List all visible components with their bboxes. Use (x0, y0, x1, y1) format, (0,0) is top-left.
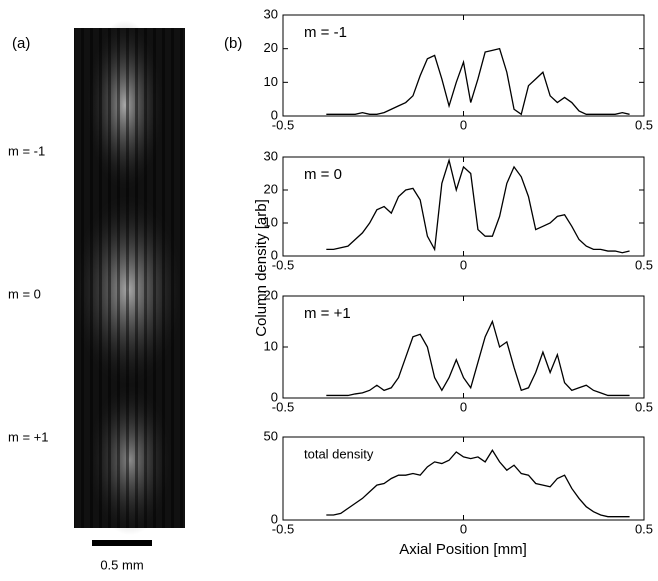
panel-annotation: m = 0 (304, 166, 342, 183)
data-line (326, 47, 630, 116)
data-line (326, 319, 630, 397)
x-tick-label: 0 (460, 399, 467, 414)
x-tick-label: -0.5 (272, 399, 294, 414)
y-tick-label: 30 (264, 148, 278, 163)
state-label: m = -1 (8, 143, 45, 158)
y-tick-label: 0 (271, 107, 278, 122)
state-label: m = 0 (8, 286, 41, 301)
y-tick-label: 0 (271, 247, 278, 262)
y-tick-label: 10 (264, 214, 278, 229)
panel-label: (a) (12, 35, 30, 52)
y-tick-label: 50 (264, 428, 278, 443)
x-axis-label: Axial Position [mm] (399, 541, 527, 558)
fringes (74, 28, 185, 528)
x-tick-label: 0 (460, 257, 467, 272)
y-tick-label: 30 (264, 6, 278, 21)
y-tick-label: 20 (264, 181, 278, 196)
y-tick-label: 20 (264, 40, 278, 55)
x-tick-label: -0.5 (272, 117, 294, 132)
y-tick-label: 0 (271, 511, 278, 526)
y-axis-label: Column density [arb] (253, 199, 270, 337)
scale-bar-label: 0.5 mm (100, 557, 143, 572)
panel-annotation: total density (304, 446, 374, 461)
x-tick-label: 0.5 (635, 117, 653, 132)
y-tick-label: 0 (271, 389, 278, 404)
y-tick-label: 10 (264, 338, 278, 353)
scale-bar (92, 540, 152, 546)
y-tick-label: 20 (264, 287, 278, 302)
data-line (326, 157, 630, 254)
x-tick-label: 0.5 (635, 399, 653, 414)
panel-annotation: m = -1 (304, 24, 347, 41)
state-label: m = +1 (8, 429, 48, 444)
x-tick-label: -0.5 (272, 521, 294, 536)
x-tick-label: -0.5 (272, 257, 294, 272)
y-tick-label: 10 (264, 74, 278, 89)
x-tick-label: 0 (460, 521, 467, 536)
x-tick-label: 0 (460, 117, 467, 132)
panel-annotation: m = +1 (304, 305, 351, 322)
x-tick-label: 0.5 (635, 257, 653, 272)
data-line (326, 449, 630, 518)
x-tick-label: 0.5 (635, 521, 653, 536)
panel-label: (b) (224, 35, 242, 52)
